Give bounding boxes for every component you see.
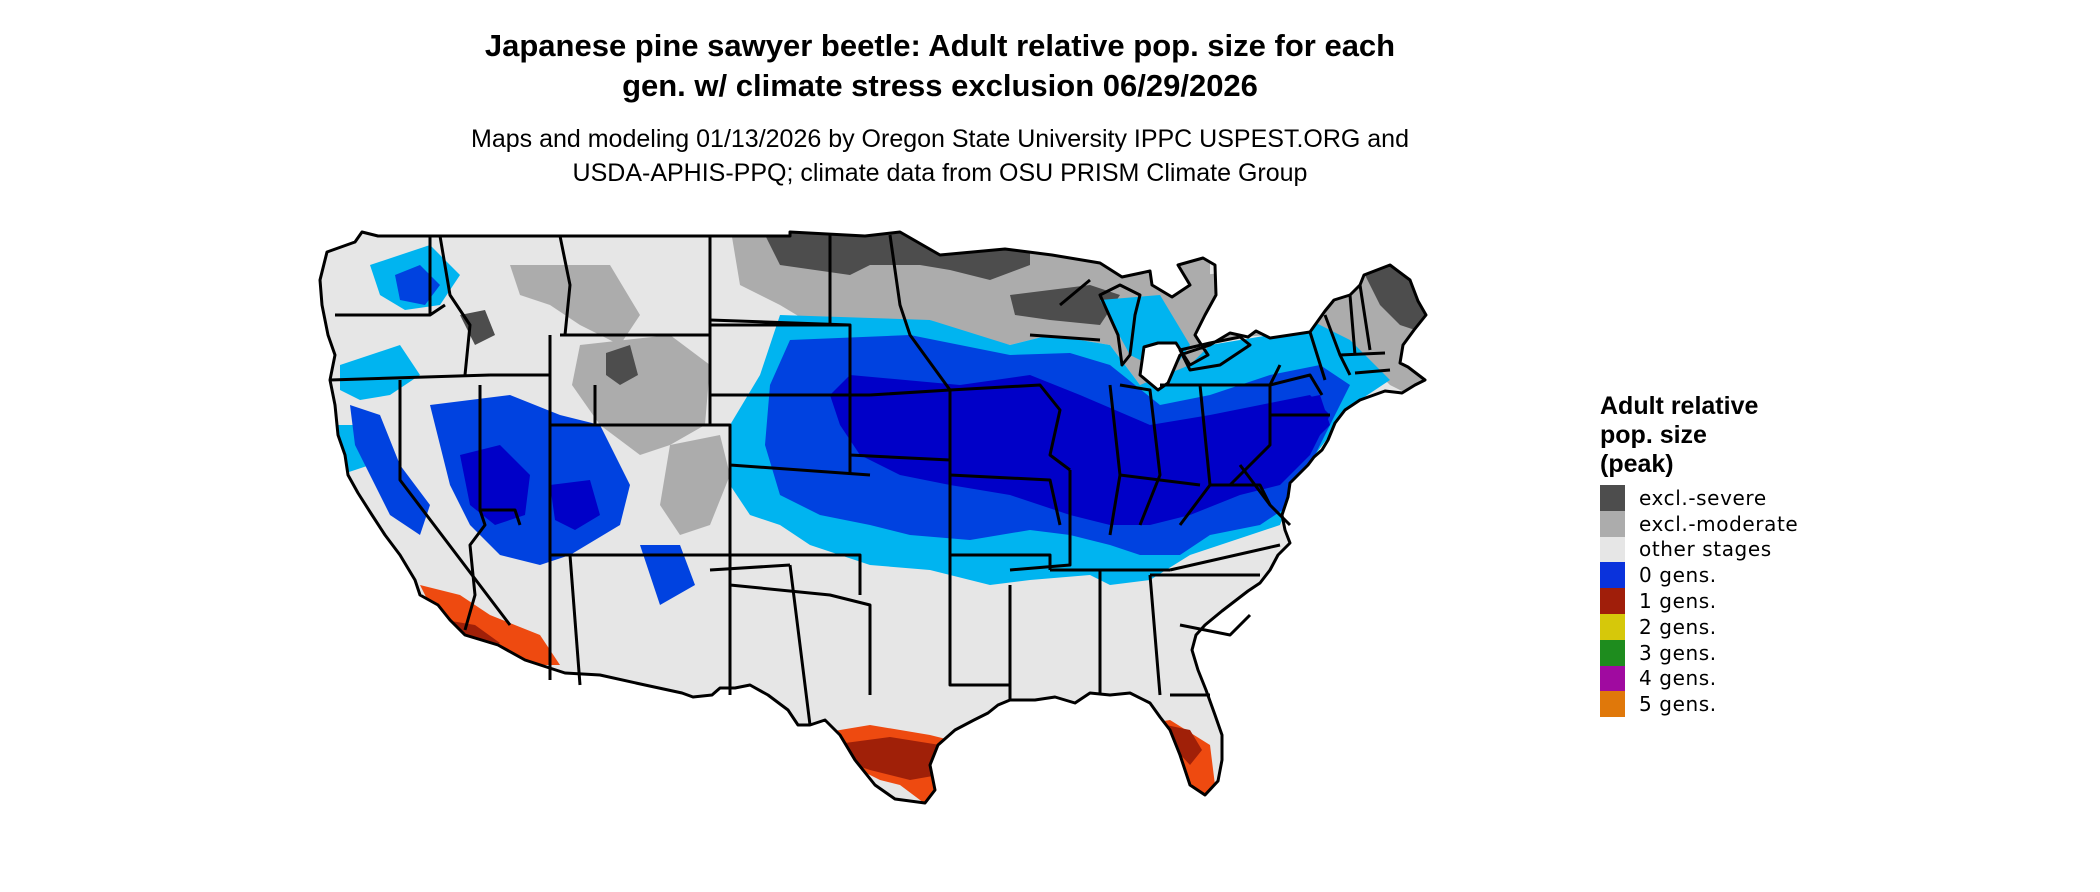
state-border xyxy=(949,383,1071,472)
legend-item-4-gens: 4 gens. xyxy=(1600,665,1798,692)
legend-swatch xyxy=(1600,665,1625,692)
state-border xyxy=(568,554,582,686)
excl-severe-region xyxy=(1010,285,1120,325)
map-subtitle: Maps and modeling 01/13/2026 by Oregon S… xyxy=(0,122,1880,190)
one-gen-orange-region xyxy=(750,720,1215,803)
legend-title-line-3: (peak) xyxy=(1600,450,1674,478)
map-subtitle-line-1: Maps and modeling 01/13/2026 by Oregon S… xyxy=(471,125,1409,153)
legend-swatch xyxy=(1600,510,1625,537)
legend-item-3-gens: 3 gens. xyxy=(1600,639,1798,666)
zero-gens-dark-region xyxy=(830,375,1330,525)
great-lakes-outline xyxy=(1178,335,1252,372)
zero-gens-dark-region xyxy=(1270,395,1330,455)
state-border xyxy=(1160,383,1212,526)
state-border xyxy=(1059,278,1091,307)
state-border xyxy=(463,509,487,631)
map-title-line-1: Japanese pine sawyer beetle: Adult relat… xyxy=(484,28,1396,63)
state-border xyxy=(478,385,522,526)
legend-label: 5 gens. xyxy=(1639,692,1717,717)
state-border xyxy=(1009,470,1072,572)
great-lakes-outline xyxy=(1098,283,1142,367)
state-border xyxy=(1358,284,1372,351)
legend-swatch xyxy=(1600,536,1625,563)
one-gen-dark-region xyxy=(1166,725,1202,765)
legend-item-excl-moderate: excl.-moderate xyxy=(1600,510,1799,537)
state-border xyxy=(1169,543,1281,572)
state-border xyxy=(1354,368,1391,375)
legend-label: 2 gens. xyxy=(1639,614,1717,639)
map-title: Japanese pine sawyer beetle: Adult relat… xyxy=(0,26,1880,106)
excl-moderate-region xyxy=(660,435,730,535)
state-border xyxy=(1119,473,1201,487)
state-border xyxy=(1308,331,1327,381)
legend-swatch xyxy=(1600,588,1625,614)
map-legend: Adult relative pop. size (peak) excl.-se… xyxy=(1600,392,1799,718)
map-title-line-2: gen. w/ climate stress exclusion 06/29/2… xyxy=(622,68,1258,103)
legend-title-line-2: pop. size xyxy=(1600,421,1707,449)
legend-item-2-gens: 2 gens. xyxy=(1600,613,1798,640)
legend-item-5-gens: 5 gens. xyxy=(1600,691,1798,718)
legend-swatch xyxy=(1600,562,1625,589)
legend-item-excl-severe: excl.-severe xyxy=(1600,485,1798,511)
state-border xyxy=(1269,373,1324,396)
legend-swatch xyxy=(1600,639,1625,666)
state-border xyxy=(595,423,732,555)
state-border xyxy=(1238,464,1292,527)
state-border xyxy=(849,453,952,555)
legend-swatch xyxy=(1600,691,1625,718)
one-gen-orange-region xyxy=(420,585,560,665)
legend-swatch xyxy=(1600,613,1625,640)
excl-severe-region xyxy=(460,310,495,345)
zero-gens-medium-region xyxy=(350,405,430,535)
country-outline xyxy=(318,230,1428,805)
state-border xyxy=(730,553,862,595)
state-border xyxy=(950,553,1052,570)
legend-title: Adult relative pop. size (peak) xyxy=(1600,392,1798,479)
state-border xyxy=(558,235,572,336)
state-borders xyxy=(318,230,1428,805)
state-border xyxy=(1179,613,1252,637)
state-border xyxy=(729,463,871,477)
legend-label: excl.-moderate xyxy=(1639,511,1799,536)
state-border xyxy=(1148,574,1162,696)
one-gen-dark-region xyxy=(1010,725,1070,740)
state-border xyxy=(709,563,791,572)
state-border xyxy=(888,234,952,391)
zero-gens-dark-region xyxy=(460,445,530,525)
state-border xyxy=(1339,351,1386,357)
legend-label: other stages xyxy=(1639,537,1772,562)
legend-label: 0 gens. xyxy=(1639,563,1717,588)
legend-item-1-gens: 1 gens. xyxy=(1600,588,1798,614)
one-gen-dark-region xyxy=(830,737,970,780)
legend-label: excl.-severe xyxy=(1639,485,1767,510)
legend-title-line-1: Adult relative xyxy=(1600,392,1759,420)
state-border xyxy=(1348,294,1357,356)
excl-severe-region xyxy=(606,345,638,385)
legend-item-other-stages: other stages xyxy=(1600,536,1798,563)
legend-item-0-gens: 0 gens. xyxy=(1600,562,1798,589)
map-subtitle-line-2: USDA-APHIS-PPQ; climate data from OSU PR… xyxy=(572,159,1308,187)
legend-label: 4 gens. xyxy=(1639,666,1717,691)
legend-label: 1 gens. xyxy=(1639,589,1717,614)
state-border xyxy=(1029,333,1101,342)
state-border xyxy=(438,235,472,376)
zero-gens-medium-region xyxy=(640,545,695,605)
legend-label: 3 gens. xyxy=(1639,640,1717,665)
us-map xyxy=(318,230,1428,805)
state-border xyxy=(329,373,491,382)
state-border xyxy=(1119,383,1162,526)
state-border xyxy=(729,583,872,695)
excl-moderate-region xyxy=(510,265,640,345)
zero-gens-dark-region xyxy=(550,480,600,530)
state-border xyxy=(949,473,1062,526)
state-border xyxy=(948,555,1010,687)
legend-swatch xyxy=(1600,485,1625,511)
